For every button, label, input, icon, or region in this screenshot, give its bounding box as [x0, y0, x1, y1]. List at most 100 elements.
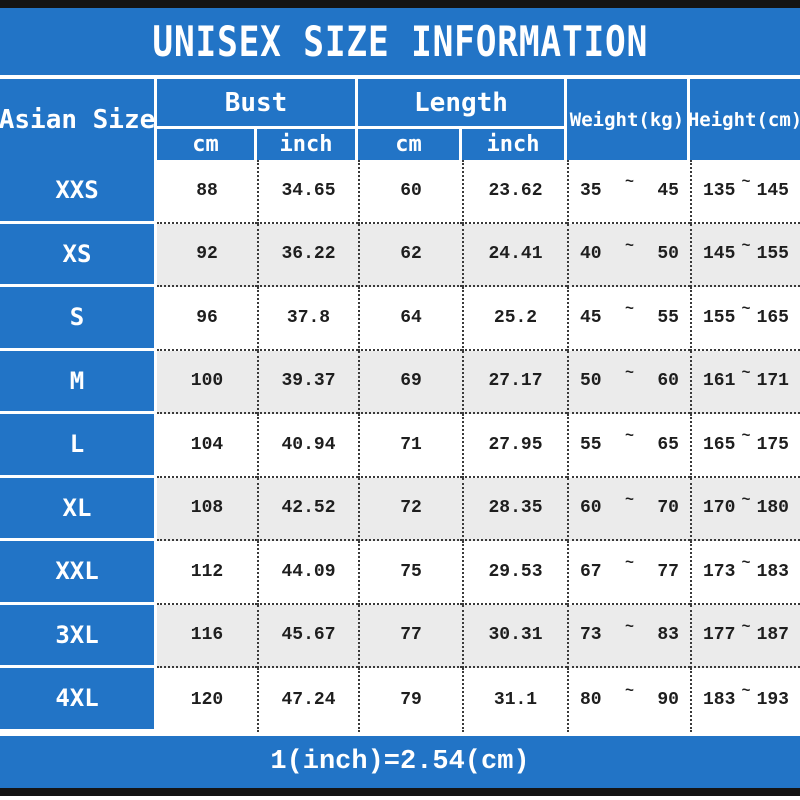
length-inch-subheader: inch: [462, 129, 567, 160]
bust-cm-value: 88: [157, 160, 257, 224]
bottom-black-bar: [0, 787, 800, 796]
height-range: 145 ~ 155: [690, 223, 800, 287]
bust-inch-value: 42.52: [257, 477, 358, 541]
bust-cm-value: 112: [157, 541, 257, 605]
height-min-value: 165: [703, 434, 736, 455]
weight-max-value: 77: [657, 561, 679, 582]
weight-min-value: 67: [580, 561, 602, 582]
weight-max-value: 60: [657, 371, 679, 392]
length-cm-value: 60: [358, 160, 462, 224]
table-row: M 100 39.37 69 27.17 50 ~ 60 161 ~ 171: [0, 350, 800, 414]
bust-inch-value: 34.65: [257, 160, 358, 224]
page-title: UNISEX SIZE INFORMATION: [152, 17, 648, 66]
weight-range: 50 ~ 60: [567, 350, 690, 414]
weight-max-value: 70: [657, 498, 679, 519]
bust-inch-value: 40.94: [257, 414, 358, 478]
height-min-value: 183: [703, 689, 736, 710]
bust-cm-value: 96: [157, 287, 257, 351]
length-cm-value: 64: [358, 287, 462, 351]
weight-max-value: 55: [657, 307, 679, 328]
size-label: 3XL: [0, 604, 157, 668]
bust-inch-value: 36.22: [257, 223, 358, 287]
length-cm-value: 77: [358, 604, 462, 668]
weight-range: 60 ~ 70: [567, 477, 690, 541]
height-min-value: 170: [703, 498, 736, 519]
length-inch-value: 27.95: [462, 414, 567, 478]
table-row: L 104 40.94 71 27.95 55 ~ 65 165 ~ 175: [0, 414, 800, 478]
length-cm-value: 75: [358, 541, 462, 605]
height-range: 161 ~ 171: [690, 350, 800, 414]
tilde-icon: ~: [741, 683, 751, 701]
weight-header: Weight(kg): [567, 79, 690, 160]
bust-header: Bust: [157, 79, 358, 129]
tilde-icon: ~: [741, 174, 751, 192]
bust-cm-value: 100: [157, 350, 257, 414]
weight-range: 67 ~ 77: [567, 541, 690, 605]
bust-cm-value: 116: [157, 604, 257, 668]
size-label: S: [0, 287, 157, 351]
bust-cm-value: 108: [157, 477, 257, 541]
length-inch-value: 25.2: [462, 287, 567, 351]
height-max-value: 165: [756, 307, 789, 328]
tilde-icon: ~: [624, 683, 634, 701]
table-header: Asian Size Bust Length Weight(kg) Height…: [0, 79, 800, 160]
tilde-icon: ~: [741, 555, 751, 573]
weight-min-value: 73: [580, 625, 602, 646]
height-range: 135 ~ 145: [690, 160, 800, 224]
tilde-icon: ~: [741, 364, 751, 382]
length-cm-value: 71: [358, 414, 462, 478]
weight-range: 80 ~ 90: [567, 668, 690, 732]
tilde-icon: ~: [741, 618, 751, 636]
table-row: XXS 88 34.65 60 23.62 35 ~ 45 135 ~ 145: [0, 160, 800, 224]
size-label: XXL: [0, 541, 157, 605]
length-inch-value: 29.53: [462, 541, 567, 605]
tilde-icon: ~: [624, 491, 634, 509]
height-max-value: 183: [756, 561, 789, 582]
table-body: XXS 88 34.65 60 23.62 35 ~ 45 135 ~ 145 …: [0, 160, 800, 732]
height-range: 177 ~ 187: [690, 604, 800, 668]
height-max-value: 175: [756, 434, 789, 455]
tilde-icon: ~: [624, 618, 634, 636]
height-range: 155 ~ 165: [690, 287, 800, 351]
tilde-icon: ~: [741, 428, 751, 446]
height-max-value: 145: [756, 180, 789, 201]
length-cm-subheader: cm: [358, 129, 462, 160]
tilde-icon: ~: [741, 237, 751, 255]
length-inch-value: 27.17: [462, 350, 567, 414]
bust-cm-value: 120: [157, 668, 257, 732]
weight-min-value: 50: [580, 371, 602, 392]
length-cm-value: 79: [358, 668, 462, 732]
tilde-icon: ~: [624, 301, 634, 319]
bust-inch-value: 47.24: [257, 668, 358, 732]
length-cm-value: 62: [358, 223, 462, 287]
table-row: S 96 37.8 64 25.2 45 ~ 55 155 ~ 165: [0, 287, 800, 351]
table-row: 4XL 120 47.24 79 31.1 80 ~ 90 183 ~ 193: [0, 668, 800, 732]
height-min-value: 155: [703, 307, 736, 328]
weight-min-value: 80: [580, 689, 602, 710]
weight-range: 73 ~ 83: [567, 604, 690, 668]
title-band: UNISEX SIZE INFORMATION: [0, 8, 800, 75]
length-inch-value: 24.41: [462, 223, 567, 287]
conversion-note: 1(inch)=2.54(cm): [270, 746, 530, 777]
height-max-value: 193: [756, 689, 789, 710]
height-min-value: 161: [703, 371, 736, 392]
bust-inch-value: 45.67: [257, 604, 358, 668]
table-row: XXL 112 44.09 75 29.53 67 ~ 77 173 ~ 183: [0, 541, 800, 605]
size-label: XS: [0, 223, 157, 287]
divider: [0, 75, 800, 79]
asian-size-header: Asian Size: [0, 79, 157, 160]
height-range: 173 ~ 183: [690, 541, 800, 605]
size-label: XXS: [0, 160, 157, 224]
bust-cm-subheader: cm: [157, 129, 257, 160]
table-row: XL 108 42.52 72 28.35 60 ~ 70 170 ~ 180: [0, 477, 800, 541]
height-range: 170 ~ 180: [690, 477, 800, 541]
height-range: 183 ~ 193: [690, 668, 800, 732]
weight-min-value: 60: [580, 498, 602, 519]
size-label: 4XL: [0, 668, 157, 732]
length-inch-value: 28.35: [462, 477, 567, 541]
top-black-bar: [0, 0, 800, 8]
tilde-icon: ~: [741, 301, 751, 319]
size-label: L: [0, 414, 157, 478]
divider: [0, 731, 800, 736]
